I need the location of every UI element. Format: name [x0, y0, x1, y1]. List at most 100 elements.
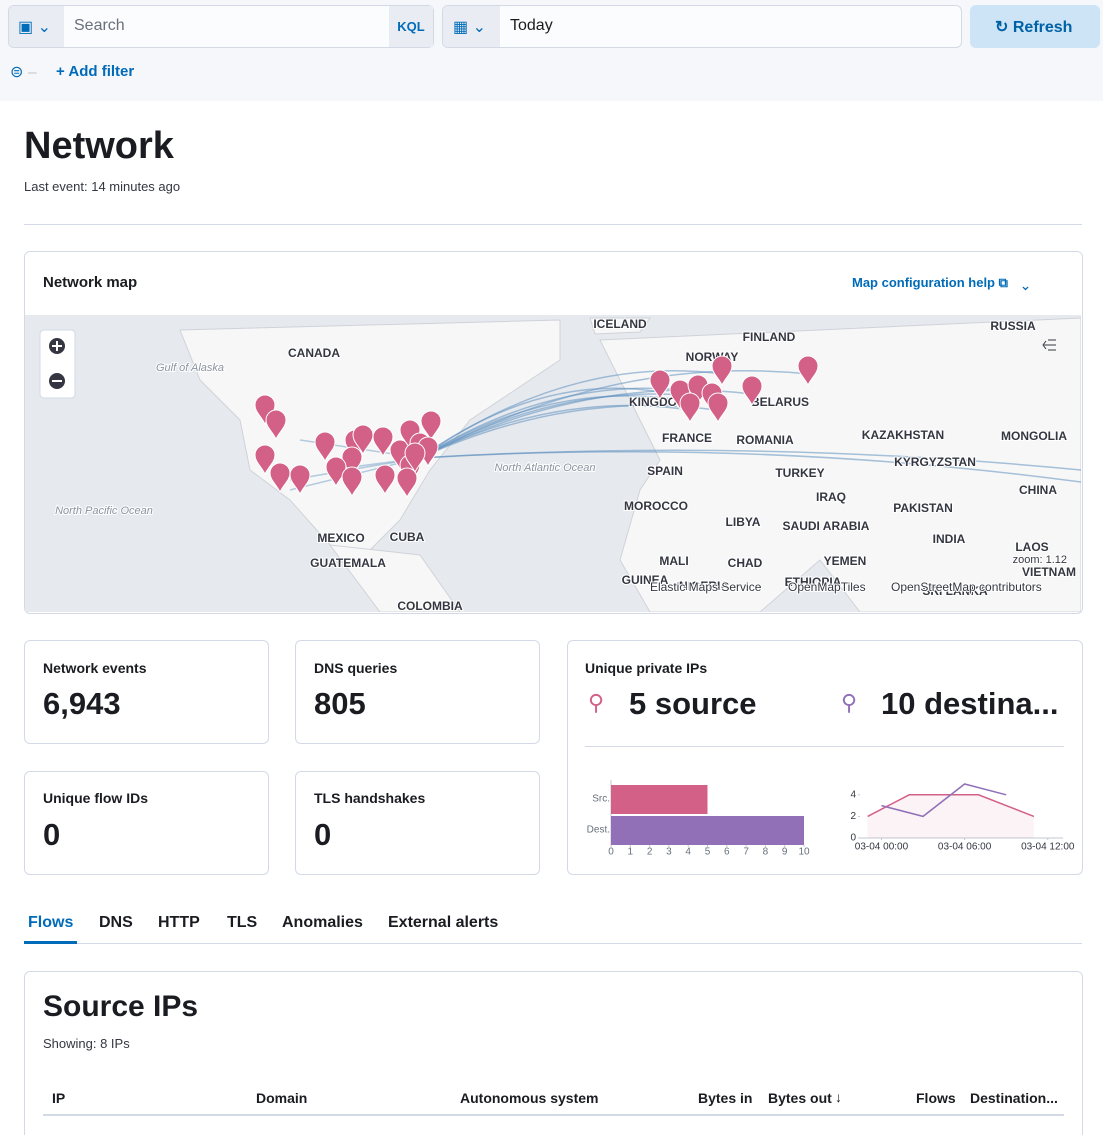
column-header[interactable]: Destination... — [970, 1090, 1058, 1106]
map-label: MEXICO — [317, 531, 364, 545]
map-pin — [797, 355, 819, 387]
date-picker[interactable] — [442, 5, 962, 48]
language-toggle[interactable]: KQL — [389, 6, 433, 47]
saved-query-button[interactable] — [9, 6, 64, 47]
map-attribution: OpenStreetMap contributors — [891, 580, 1042, 594]
zoom-in-icon — [52, 341, 62, 351]
sort-icon: ↓ — [835, 1089, 842, 1105]
flow-line — [419, 370, 809, 459]
map-label: YEMEN — [824, 554, 867, 568]
search-bar[interactable] — [8, 5, 434, 48]
map-label: TURKEY — [775, 466, 824, 480]
x-tick-label: 03-04 06:00 — [938, 842, 992, 853]
map-pin — [254, 444, 276, 476]
column-header[interactable]: Bytes out — [768, 1090, 832, 1106]
map-label: MOROCCO — [624, 499, 688, 513]
map-label: COLOMBIA — [397, 599, 463, 613]
stat-label: Network events — [43, 660, 147, 676]
map-label: North Pacific Ocean — [55, 505, 153, 517]
map-pin — [374, 464, 396, 496]
map-pin — [314, 431, 336, 463]
x-tick-label: 03-04 12:00 — [1021, 842, 1075, 853]
saved-query-icon: ▣ ⌄ — [18, 19, 51, 36]
stat-card — [24, 640, 269, 744]
tab[interactable]: Flows — [28, 914, 74, 931]
filter-icon[interactable]: ⊜ – — [10, 64, 37, 81]
bar — [611, 816, 804, 845]
flow-line — [419, 449, 1081, 471]
map-help-text[interactable]: Map configuration help — [852, 275, 995, 290]
column-header[interactable]: Autonomous system — [460, 1090, 599, 1106]
refresh-label: ↻ Refresh — [995, 19, 1073, 36]
y-tick-label: 4 — [850, 789, 856, 800]
refresh-button[interactable] — [970, 5, 1100, 48]
map-label: CHAD — [728, 556, 763, 570]
map-pin — [289, 464, 311, 496]
header-line — [43, 1114, 1064, 1116]
stat-label: Unique flow IDs — [43, 790, 148, 806]
map-label: LAOS — [1015, 540, 1048, 554]
map-pin — [396, 467, 418, 499]
tab-indicator — [24, 941, 77, 944]
map-title: Network map — [43, 274, 138, 291]
y-tick-label: 0 — [850, 833, 856, 844]
x-tick-label: 8 — [763, 847, 769, 858]
x-tick-label: 0 — [608, 847, 614, 858]
map-label: ICELAND — [593, 317, 647, 331]
x-tick-label: 3 — [666, 847, 672, 858]
column-header[interactable]: Domain — [256, 1090, 308, 1106]
tab[interactable]: TLS — [227, 914, 258, 931]
table-panel — [24, 971, 1083, 1135]
layer-toggle[interactable] — [1042, 339, 1056, 351]
source-icon: ⚲ — [588, 690, 605, 715]
divider — [585, 746, 1064, 747]
map-label: FINLAND — [743, 330, 796, 344]
stat-card — [24, 771, 269, 875]
zoom-controls — [39, 329, 76, 399]
map-label: IRAQ — [816, 490, 846, 504]
calendar-icon: ▦ ⌄ — [453, 19, 486, 36]
map-pin — [649, 369, 671, 401]
table-title: Source IPs — [43, 990, 199, 1023]
column-header[interactable]: Bytes in — [698, 1090, 753, 1106]
date-quick-menu[interactable] — [443, 6, 500, 47]
tab[interactable]: HTTP — [158, 914, 200, 931]
line — [867, 794, 1035, 818]
private-ips-title: Unique private IPs — [585, 660, 708, 676]
search-input[interactable]: Search — [74, 17, 125, 34]
map-attribution: OpenMapTiles — [788, 580, 866, 594]
x-tick-label: 9 — [782, 847, 788, 858]
column-header[interactable]: IP — [52, 1090, 66, 1106]
source-count: 5 source — [629, 686, 757, 721]
map-label: GUINEA — [622, 573, 669, 587]
x-tick-label: 10 — [798, 847, 810, 858]
tab[interactable]: DNS — [99, 914, 133, 931]
map-label: ROMANIA — [736, 433, 794, 447]
last-event: Last event: 14 minutes ago — [24, 179, 181, 194]
stat-value: 0 — [43, 817, 61, 852]
map-label: SRI LANKA — [922, 584, 988, 598]
map-pin — [269, 462, 291, 494]
refresh-text: Refresh — [1012, 19, 1073, 36]
add-filter[interactable]: + Add filter — [56, 63, 135, 80]
tab[interactable]: Anomalies — [282, 914, 363, 931]
map-pin — [372, 426, 394, 458]
stat-value: 805 — [314, 686, 366, 721]
map-label: PAKISTAN — [893, 501, 953, 515]
map-label: KAZAKHSTAN — [862, 428, 944, 442]
y-tick-label: 2 — [850, 811, 856, 822]
map-label: VIETNAM — [1022, 565, 1076, 579]
map-zoom: zoom: 1.12 — [1013, 554, 1067, 566]
map-pin — [679, 392, 701, 424]
map-label: KYRGYZSTAN — [894, 455, 976, 469]
map-label: GUATEMALA — [310, 556, 386, 570]
column-header[interactable]: Flows — [916, 1090, 956, 1106]
map-help-link[interactable]: Map configuration help ⧉ ⌄ — [852, 275, 1029, 290]
tab[interactable]: External alerts — [388, 914, 499, 931]
flow-line — [419, 404, 717, 459]
x-tick-label: 7 — [743, 847, 749, 858]
date-value[interactable]: Today — [510, 17, 553, 34]
stat-label: TLS handshakes — [314, 790, 426, 806]
table-subtitle: Showing: 8 IPs — [43, 1036, 130, 1051]
